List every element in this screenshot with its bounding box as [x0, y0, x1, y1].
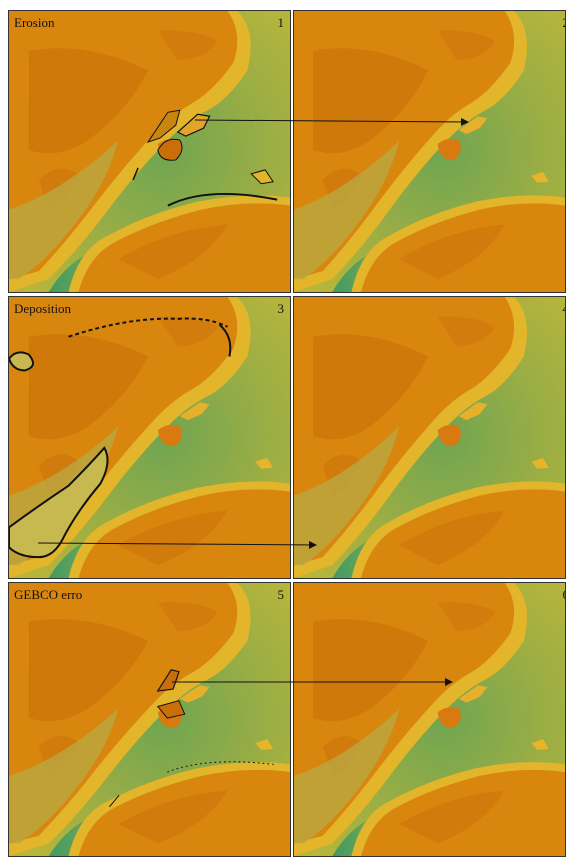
map-panel-erosion: Erosion 1 — [8, 10, 291, 293]
gebco-error-outlines — [109, 669, 274, 808]
map-panel-4: 4 — [293, 296, 566, 579]
panel-number: 4 — [563, 301, 566, 317]
map-panel-2: 2 — [293, 10, 566, 293]
deposition-outlines — [9, 317, 232, 559]
panel-number: 1 — [277, 15, 285, 30]
panel-title: GEBCO erro — [14, 587, 83, 602]
map-panel-deposition: Deposition 3 — [8, 296, 291, 579]
coastline-map — [294, 583, 565, 856]
coastline-map — [294, 297, 565, 578]
panel-title: Deposition — [14, 301, 72, 316]
map-panel-6: 6 — [293, 582, 566, 857]
panel-number: 5 — [277, 587, 285, 602]
erosion-outlines — [132, 109, 278, 207]
panel-number: 2 — [563, 15, 566, 31]
panel-number: 3 — [277, 301, 285, 316]
map-panel-gebco-error: GEBCO erro 5 — [8, 582, 291, 857]
panel-number: 6 — [563, 587, 566, 603]
coastline-map — [294, 11, 565, 292]
panel-title: Erosion — [14, 15, 55, 30]
